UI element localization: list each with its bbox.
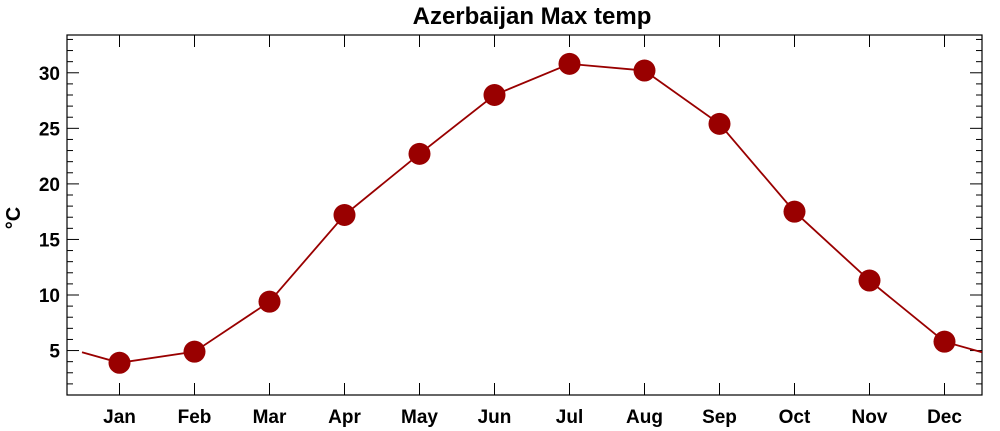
x-tick-label: Jul — [556, 407, 583, 428]
x-tick-label: Jan — [103, 407, 136, 428]
data-point — [633, 59, 656, 82]
data-point — [333, 204, 356, 226]
x-tick-label: Sep — [702, 407, 737, 428]
data-point — [858, 269, 881, 292]
data-point — [108, 351, 131, 374]
data-series — [81, 52, 983, 374]
data-point — [708, 112, 731, 135]
y-tick-label: 15 — [39, 230, 61, 251]
data-point — [258, 290, 281, 313]
x-tick-label: Dec — [927, 407, 962, 428]
y-tick-label: 25 — [39, 119, 61, 140]
x-tick-label: May — [401, 407, 438, 428]
y-tick-label: 5 — [49, 342, 60, 363]
series-line — [81, 62, 983, 364]
data-point — [483, 84, 506, 106]
x-tick-label: Nov — [852, 407, 888, 428]
chart-title: Azerbaijan Max temp — [413, 3, 652, 30]
x-tick-label: Feb — [178, 407, 212, 428]
y-tick-label: 20 — [39, 175, 60, 196]
x-tick-label: Jun — [478, 407, 512, 428]
y-tick-label: 10 — [39, 286, 60, 307]
data-point — [558, 52, 581, 75]
data-point — [783, 200, 806, 223]
data-point — [183, 340, 206, 363]
y-tick-label: 30 — [39, 64, 60, 85]
data-point — [408, 142, 431, 165]
data-point — [933, 330, 956, 353]
x-tick-label: Aug — [626, 407, 663, 428]
x-tick-label: Apr — [328, 407, 361, 428]
y-axis-label: °C — [3, 207, 25, 229]
x-tick-label: Oct — [779, 407, 811, 428]
axis-ticks: 5 10 15 20 25 30 Jan Feb Mar Apr May Jun Jul Aug Sep Oc… — [39, 35, 982, 428]
plot-frame — [66, 34, 983, 396]
x-tick-label: Mar — [253, 407, 287, 428]
